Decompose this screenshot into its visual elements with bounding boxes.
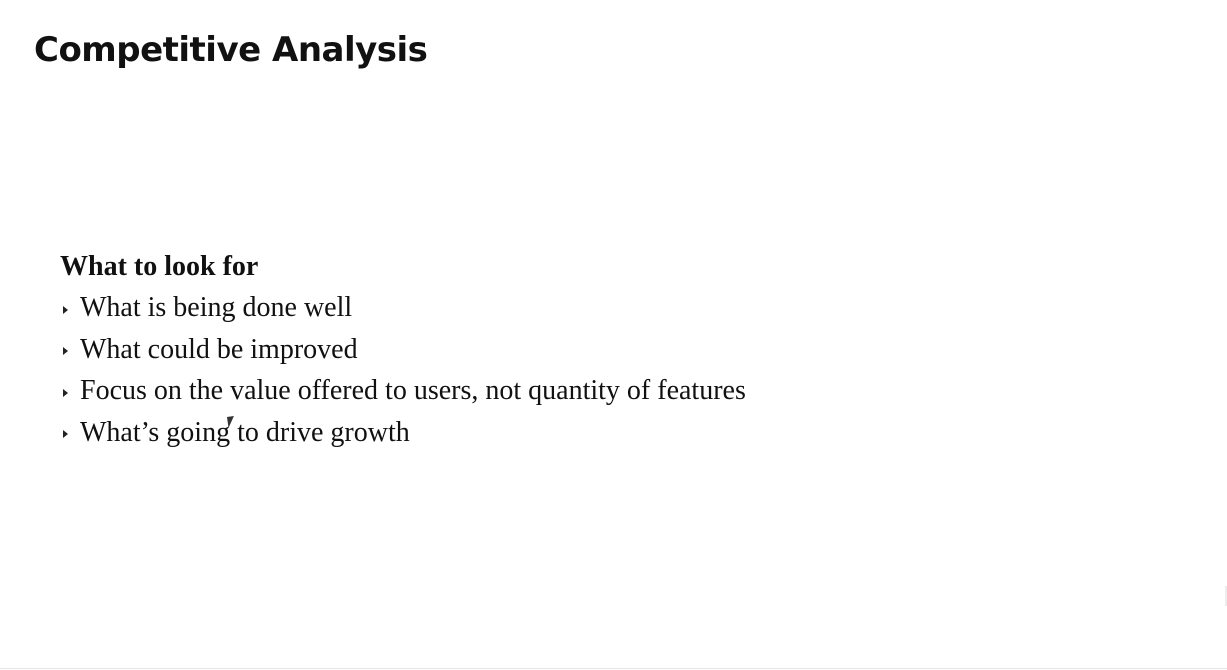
bullet-item: What is being done well	[60, 287, 746, 329]
section-heading: What to look for	[60, 251, 259, 282]
triangle-right-icon	[63, 388, 68, 397]
scrollbar-edge	[1225, 586, 1227, 606]
triangle-right-icon	[63, 430, 68, 439]
bullet-text: Focus on the value offered to users, not…	[80, 375, 746, 407]
divider	[0, 668, 1227, 669]
slide-content: What to look for What is being done well…	[60, 246, 746, 453]
bullet-item: What could be improved	[60, 329, 746, 371]
bullet-item: What’s going to drive growth	[60, 412, 746, 454]
bullet-text: What could be improved	[80, 333, 358, 365]
bullet-list: What is being done well What could be im…	[60, 287, 746, 453]
triangle-right-icon	[63, 347, 68, 356]
bullet-text: What is being done well	[80, 292, 353, 324]
bullet-item: Focus on the value offered to users, not…	[60, 370, 746, 412]
mouse-pointer-icon	[227, 416, 236, 428]
slide-title: Competitive Analysis	[34, 30, 428, 70]
bullet-text: What’s going to drive growth	[80, 416, 410, 448]
triangle-right-icon	[63, 305, 68, 314]
